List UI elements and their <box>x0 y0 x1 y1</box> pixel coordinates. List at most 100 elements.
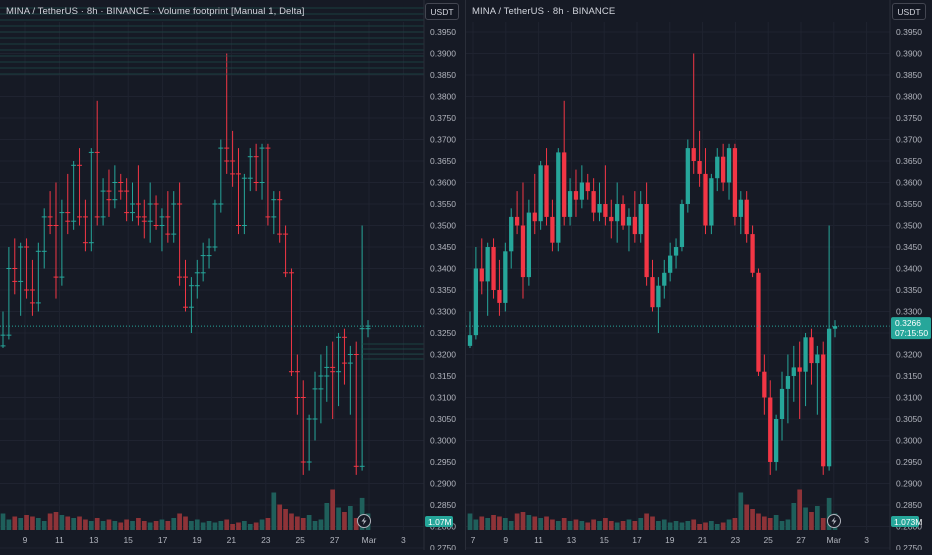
volume-bar <box>35 518 41 530</box>
candle-body <box>638 204 643 235</box>
candle-body <box>685 148 690 204</box>
volume-bar <box>242 521 247 530</box>
volume-bar <box>502 518 508 530</box>
lightning-glyph <box>361 517 367 525</box>
volume-tag <box>891 516 919 527</box>
y-tick-label: 0.3150 <box>430 371 456 381</box>
candle-body <box>832 326 838 329</box>
x-tick-label: 21 <box>227 535 237 545</box>
y-tick-label: 0.3900 <box>896 49 922 59</box>
volume-bar <box>112 521 118 530</box>
volume-bar <box>485 518 491 530</box>
countdown-timer: 07:15:50 <box>895 328 928 338</box>
x-tick-label: 3 <box>864 535 869 545</box>
right-chart-pane[interactable]: 0.3950 0.3900 0.3850 0.3800 0.3750 0.3700 0.36… <box>466 0 932 553</box>
y-tick-label: 0.3050 <box>430 414 456 424</box>
volume-bar <box>585 522 591 530</box>
candle-body <box>779 388 785 419</box>
candle-body <box>550 216 555 243</box>
candle-body <box>615 204 620 222</box>
volume-bar <box>312 521 318 530</box>
y-tick-label: 0.3450 <box>430 242 456 252</box>
volume-bar <box>300 518 306 530</box>
x-tick-label: 21 <box>698 535 708 545</box>
volume-bar <box>247 524 253 530</box>
y-tick-label: 0.3400 <box>896 264 922 274</box>
candle-body <box>609 216 614 222</box>
volume-bar <box>59 515 65 530</box>
candle-body <box>673 247 679 256</box>
left-unit-button[interactable]: USDT <box>425 3 459 20</box>
right-unit-button[interactable]: USDT <box>892 3 926 20</box>
candle-body <box>485 247 490 282</box>
y-tick-label: 0.3500 <box>430 221 456 231</box>
y-tick-label: 0.3700 <box>896 135 922 145</box>
candle-body <box>562 152 567 217</box>
candle-body <box>768 397 773 462</box>
y-tick-label: 0.3250 <box>430 328 456 338</box>
volume-bar <box>236 522 241 530</box>
x-tick-label: 3 <box>401 535 406 545</box>
volume-bar <box>71 518 76 530</box>
volume-bar <box>709 521 714 530</box>
x-tick-label: Mar <box>826 535 841 545</box>
candle-body <box>579 182 584 200</box>
volume-bar <box>289 513 294 530</box>
volume-bar <box>306 515 312 530</box>
volume-bar <box>538 518 543 530</box>
volume-bar <box>194 519 200 530</box>
volume-bar <box>720 522 726 530</box>
candle-body <box>644 204 649 278</box>
candle-body <box>509 216 514 252</box>
volume-bar <box>744 504 750 530</box>
x-tick-label: 27 <box>330 535 340 545</box>
volume-bar <box>597 521 602 530</box>
candle-body <box>538 165 543 222</box>
y-tick-label: 0.3000 <box>896 436 922 446</box>
y-tick-label: 0.3300 <box>896 307 922 317</box>
y-tick-label: 0.3650 <box>896 156 922 166</box>
volume-bar <box>6 519 12 530</box>
left-chart-pane[interactable]: 0.3950 0.3900 0.3850 0.3800 0.3750 0.3700 0.36… <box>0 0 466 553</box>
volume-bar <box>703 522 708 530</box>
candle-body <box>573 191 579 200</box>
y-tick-label: 0.3600 <box>430 178 456 188</box>
volume-bar <box>526 515 532 530</box>
x-tick-label: 15 <box>599 535 609 545</box>
candle-body <box>697 161 702 174</box>
pane-divider[interactable] <box>465 0 466 550</box>
volume-bar <box>779 521 785 530</box>
candle-body <box>585 182 590 192</box>
candle-body <box>526 212 532 278</box>
volume-bar <box>726 519 732 530</box>
candle-body <box>668 255 673 273</box>
volume-bar <box>253 522 259 530</box>
candlestick-chart[interactable]: 0.3950 0.3900 0.3850 0.3800 0.3750 0.3700 0.36… <box>466 0 932 553</box>
y-tick-label: 0.3100 <box>430 393 456 403</box>
volume-bar <box>330 489 336 530</box>
volume-bar <box>183 516 188 530</box>
candle-body <box>744 199 749 235</box>
y-tick-label: 0.3550 <box>896 199 922 209</box>
volume-bar <box>0 513 6 530</box>
x-tick-label: 13 <box>567 535 577 545</box>
volume-bar <box>638 518 644 530</box>
volume-bar <box>656 521 661 530</box>
volume-bar <box>65 516 71 530</box>
x-tick-label: 9 <box>23 535 28 545</box>
candle-body <box>709 178 714 226</box>
y-tick-label: 0.3900 <box>430 49 456 59</box>
footprint-chart[interactable]: 0.3950 0.3900 0.3850 0.3800 0.3750 0.3700 0.36… <box>0 0 466 553</box>
y-tick-label: 0.3500 <box>896 221 922 231</box>
candle-body <box>473 268 479 336</box>
volume-bar <box>567 521 573 530</box>
candle-body <box>503 251 508 303</box>
x-tick-label: 9 <box>503 535 508 545</box>
candle-body <box>738 199 743 217</box>
volume-bar <box>714 524 720 530</box>
volume-bar <box>479 516 485 530</box>
volume-bar <box>41 521 47 530</box>
candle-body <box>803 337 808 372</box>
volume-bar <box>53 512 59 530</box>
x-tick-label: 23 <box>731 535 741 545</box>
